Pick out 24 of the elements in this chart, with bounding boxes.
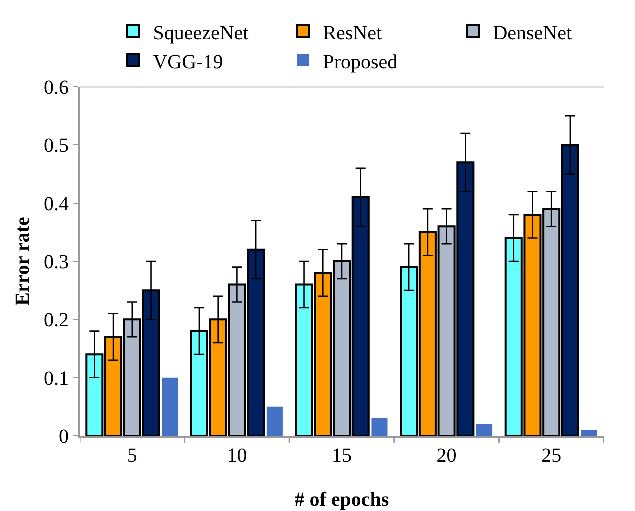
legend-label: ResNet [323,22,383,44]
y-tick-label: 0.3 [44,252,69,274]
y-tick-label: 0.2 [44,310,69,332]
y-tick-label: 0 [59,426,69,448]
y-tick-label: 0.6 [44,77,69,99]
x-tick-label: 25 [542,445,562,467]
legend-label: Proposed [323,51,398,74]
x-axis-title: # of epochs [294,489,390,511]
y-axis-title: Error rate [12,217,34,306]
y-tick-label: 0.1 [44,368,69,390]
bar [372,418,388,436]
bar [581,430,598,436]
legend-label: SqueezeNet [153,22,250,44]
y-tick-label: 0.4 [44,193,69,216]
x-tick-label: 10 [227,445,248,467]
bar [266,406,283,436]
y-tick-label: 0.5 [44,135,69,158]
x-tick-label: 20 [436,445,457,467]
bar [476,424,493,436]
legend-label: DenseNet [493,22,572,44]
legend-label: VGG-19 [153,51,224,74]
x-tick-label: 5 [127,445,138,467]
bar [162,378,178,436]
x-tick-label: 15 [332,445,352,467]
